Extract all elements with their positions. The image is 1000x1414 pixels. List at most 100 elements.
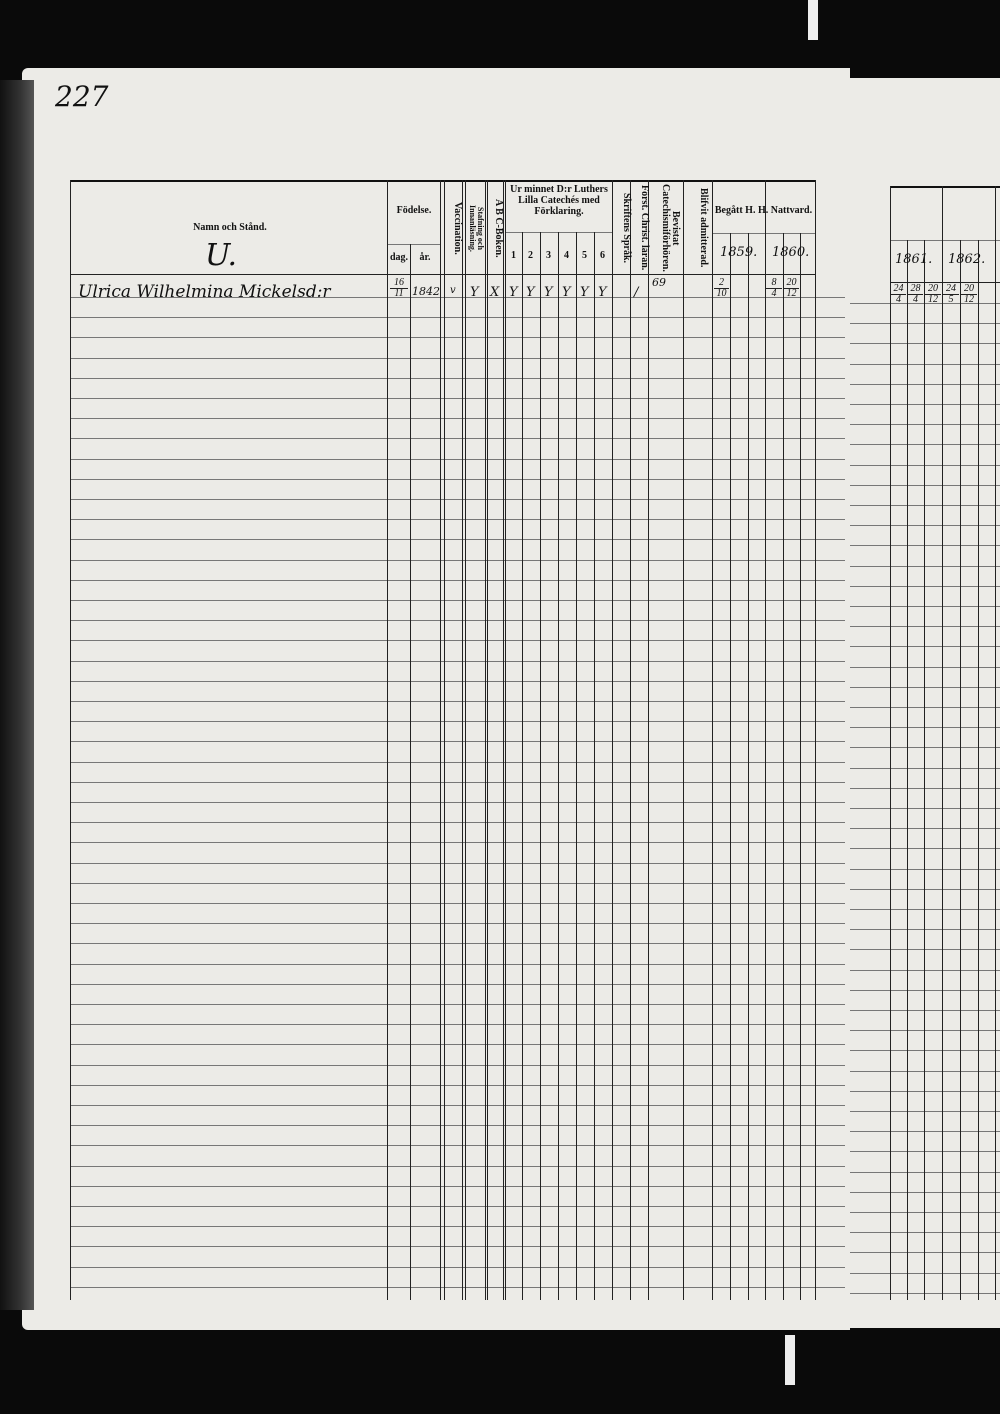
column-line — [712, 180, 713, 1300]
header-hearings: Bevistat Catechismiförhören. — [660, 184, 681, 272]
header-catechism-part: 3 — [546, 250, 551, 261]
row-line — [70, 337, 845, 339]
row-line — [850, 686, 1000, 688]
fraction-numerator: 24 — [943, 284, 959, 295]
catechism-mark: Y — [509, 285, 518, 300]
header-spelling: Stafning och Innanläsning. — [468, 204, 485, 252]
spelling-mark: Y — [470, 285, 479, 300]
catechism-mark: Y — [598, 285, 607, 300]
row-line — [850, 1010, 1000, 1011]
row-line — [850, 383, 1000, 385]
row-line — [70, 923, 845, 925]
row-line — [70, 802, 845, 803]
column-line — [995, 186, 996, 1300]
row-line — [850, 1232, 1000, 1234]
row-line — [850, 424, 1000, 426]
fraction-denominator: 11 — [394, 288, 404, 299]
row-line — [850, 1050, 1000, 1052]
birth-day: 16 11 — [390, 278, 408, 299]
fraction-denominator: 4 — [913, 294, 918, 305]
communion-1861-a: 24 4 — [891, 284, 906, 305]
header-catechism-part: 6 — [600, 250, 605, 261]
fraction-numerator: 8 — [766, 278, 782, 289]
person-name: Ulrica Wilhelmina Mickelsd:r — [78, 282, 331, 302]
row-line — [70, 882, 845, 884]
row-line — [850, 747, 1000, 749]
row-line — [850, 787, 1000, 789]
fraction-numerator: 20 — [961, 284, 977, 295]
birth-year: 1842 — [412, 285, 440, 298]
row-line — [850, 1171, 1000, 1173]
row-line — [70, 963, 845, 965]
row-line — [70, 983, 845, 985]
column-line — [503, 180, 504, 1300]
communion-1861-b: 28 4 — [908, 284, 923, 305]
column-line — [410, 244, 411, 1300]
column-line — [890, 186, 891, 1300]
row-line — [70, 1145, 845, 1147]
header-sub-divider — [890, 240, 1000, 241]
header-letter: U. — [205, 238, 238, 273]
row-line — [850, 868, 1000, 870]
row-line — [850, 1111, 1000, 1112]
row-line — [70, 640, 845, 642]
row-line — [70, 1064, 845, 1066]
catechism-mark: Y — [526, 285, 535, 300]
christ-mark: / — [634, 285, 639, 300]
row-line — [850, 484, 1000, 486]
row-line — [70, 741, 845, 743]
row-line — [850, 929, 1000, 931]
fraction-numerator: 20 — [925, 284, 941, 295]
row-line — [70, 438, 845, 440]
header-year-1860: 1860. — [772, 245, 810, 260]
fraction-denominator: 4 — [771, 288, 777, 299]
row-line — [850, 626, 1000, 628]
row-line — [850, 1292, 1000, 1294]
header-sub-divider — [388, 244, 440, 245]
row-line — [850, 949, 1000, 951]
row-line — [70, 559, 845, 561]
fraction-denominator: 5 — [948, 294, 954, 305]
row-line — [850, 343, 1000, 345]
header-vaccination: Vaccination. — [452, 201, 463, 255]
header-catechism-part: 1 — [511, 250, 516, 261]
header-year-1862: 1862. — [948, 252, 986, 267]
communion-1860-b: 20 12 — [784, 278, 799, 299]
row-line — [850, 1151, 1000, 1153]
row-line — [850, 323, 1000, 325]
row-line — [70, 1286, 845, 1288]
fraction-denominator: 12 — [928, 294, 938, 305]
row-line — [850, 888, 1000, 890]
hearings-mark: 69 — [652, 276, 666, 289]
abc-mark: X — [490, 285, 500, 300]
column-line — [942, 186, 943, 1300]
row-line — [70, 499, 845, 500]
row-line — [850, 646, 1000, 648]
row-line — [70, 842, 845, 844]
catechism-mark: Y — [580, 285, 589, 300]
column-line — [487, 180, 488, 1300]
row-line — [70, 1266, 845, 1268]
row-line — [850, 606, 1000, 607]
vaccination-mark: v — [450, 285, 456, 296]
row-line — [70, 458, 845, 460]
column-line — [444, 180, 445, 1300]
row-line — [70, 539, 845, 541]
fraction-numerator: 24 — [891, 284, 906, 295]
fraction-numerator: 20 — [784, 278, 799, 289]
row-line — [70, 781, 845, 783]
column-line — [70, 180, 71, 1300]
header-communion: Begått H. H. Nattvard. — [714, 205, 813, 216]
row-line — [850, 464, 1000, 466]
row-line — [70, 1044, 845, 1046]
fraction-denominator: 12 — [786, 288, 797, 299]
row-line — [850, 969, 1000, 971]
column-line — [440, 180, 441, 1300]
row-line — [70, 1105, 845, 1106]
header-year-1861: 1861. — [895, 252, 933, 267]
row-line — [850, 767, 1000, 769]
row-line — [70, 1185, 845, 1187]
column-line — [462, 180, 463, 1300]
row-line — [70, 1024, 845, 1026]
